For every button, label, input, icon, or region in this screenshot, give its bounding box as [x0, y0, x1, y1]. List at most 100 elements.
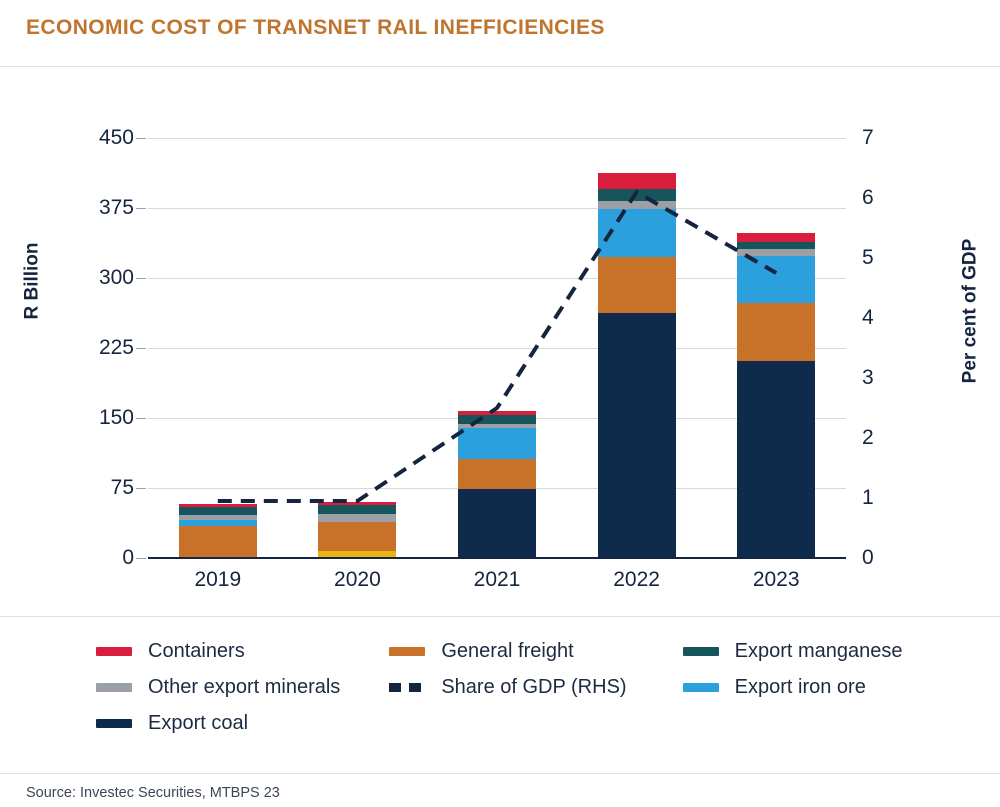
gdp-line-path [217, 189, 778, 503]
bar-segment[interactable] [458, 459, 536, 489]
bar-group-2021[interactable] [458, 138, 536, 558]
divider-legend [0, 616, 1000, 617]
left-axis-tick-label: 300 [98, 266, 134, 289]
legend-item-label: Export coal [148, 712, 249, 734]
right-axis-tick-label: 4 [862, 306, 874, 329]
left-axis-tick-mark [136, 278, 146, 279]
bar-segment[interactable] [458, 488, 536, 558]
right-axis-tick-label: 6 [862, 186, 874, 209]
bar-segment[interactable] [737, 255, 816, 304]
left-axis-tick-label: 150 [98, 406, 134, 429]
left-axis-tick-mark [136, 138, 146, 139]
divider-source [0, 773, 1000, 774]
right-axis-tick-label: 7 [862, 126, 874, 149]
legend-item-containers[interactable]: Containers [96, 640, 389, 663]
source-note: Source: Investec Securities, MTBPS 23 [26, 785, 280, 801]
legend-color-swatch-icon [96, 683, 132, 692]
bar-segment[interactable] [178, 526, 257, 558]
left-axis-tick-label: 375 [98, 196, 134, 219]
legend-row: Export coal [96, 712, 976, 735]
bar-group-2020[interactable] [318, 138, 397, 558]
left-axis-tick-label: 225 [98, 336, 134, 359]
legend-color-swatch-icon [682, 683, 719, 692]
right-axis-labels: 0 1 2 3 4 5 6 7 [862, 0, 902, 807]
bar-segment[interactable] [458, 411, 536, 416]
right-axis-tick-label: 0 [862, 546, 874, 569]
x-axis-line [148, 557, 846, 559]
gridline [148, 278, 846, 279]
bar-group-2023[interactable] [737, 138, 816, 558]
right-axis-tick-label: 3 [862, 366, 874, 389]
bar-segment[interactable] [737, 303, 816, 362]
legend-row: Other export minerals Share of GDP (RHS) E… [96, 676, 976, 699]
divider-top [0, 66, 1000, 67]
x-axis-tick-label: 2023 [752, 568, 800, 591]
bar-segment[interactable] [458, 415, 536, 424]
gdp-line-series [217, 189, 778, 503]
gridline [148, 348, 846, 349]
left-axis-tick-mark [136, 208, 146, 209]
bar-segment[interactable] [597, 172, 676, 190]
left-axis-title: R Billion [21, 242, 43, 320]
legend-item-export-iron-ore[interactable]: Export iron ore [682, 676, 976, 699]
bar-segment[interactable] [318, 502, 397, 505]
bar-segment[interactable] [178, 503, 257, 507]
x-axis-tick-label: 2020 [334, 568, 381, 591]
bar-segment[interactable] [318, 521, 397, 552]
bar-segment[interactable] [737, 241, 816, 250]
left-axis-tick-mark [136, 348, 146, 349]
left-axis-tick-label: 0 [122, 546, 134, 569]
bar-segment[interactable] [318, 551, 397, 558]
legend-item-other-export-minerals[interactable]: Other export minerals [96, 676, 389, 699]
bar-segment[interactable] [597, 200, 676, 209]
legend-row: Containers General freight Export manganes… [96, 640, 976, 663]
bar-segment[interactable] [318, 514, 397, 522]
bar-segment[interactable] [458, 428, 536, 460]
x-axis-tick-label: 2019 [194, 568, 242, 591]
legend-item-label: Export iron ore [734, 676, 866, 698]
right-axis-tick-label: 5 [862, 246, 874, 269]
legend-item-gdp-line[interactable]: Share of GDP (RHS) [389, 676, 682, 699]
legend-dash-swatch-icon [389, 683, 426, 692]
legend-color-swatch-icon [389, 647, 426, 656]
bar-segment[interactable] [597, 256, 676, 314]
x-axis-tick-label: 2021 [473, 568, 521, 591]
legend-item-label: Containers [148, 640, 245, 662]
page-title: ECONOMIC COST OF TRANSNET RAIL INEFFICIE… [26, 16, 605, 39]
left-axis-tick-mark [136, 558, 146, 559]
left-axis-tick-label: 450 [98, 126, 134, 149]
left-axis-tick-mark [136, 418, 146, 419]
legend-item-label: Export manganese [734, 640, 903, 662]
left-axis-labels: 0 75 150 225 300 375 450 [62, 0, 134, 807]
gridline [148, 138, 846, 139]
legend-item-label: General freight [441, 640, 574, 662]
gridline [148, 208, 846, 209]
legend-item-label: Share of GDP (RHS) [441, 676, 627, 698]
legend-color-swatch-icon [96, 719, 132, 728]
legend-item-general-freight[interactable]: General freight [389, 640, 682, 663]
legend-item-export-coal[interactable]: Export coal [96, 712, 396, 735]
left-axis-tick-mark [136, 488, 146, 489]
bar-segment[interactable] [178, 506, 257, 516]
plot-area [148, 138, 846, 558]
bar-segment[interactable] [458, 423, 536, 429]
bar-segment[interactable] [318, 504, 397, 515]
left-axis-tick-label: 75 [110, 476, 134, 499]
bar-segment[interactable] [737, 233, 816, 242]
bar-group-2022[interactable] [597, 138, 676, 558]
bar-segment[interactable] [597, 313, 676, 558]
chart-legend: Containers General freight Export manganes… [96, 640, 976, 748]
bar-segment[interactable] [178, 519, 257, 527]
legend-color-swatch-icon [682, 647, 719, 656]
bar-segment[interactable] [178, 515, 257, 520]
bar-segment[interactable] [737, 361, 816, 558]
legend-item-label: Other export minerals [148, 676, 341, 698]
bar-segment[interactable] [737, 249, 816, 256]
right-axis-tick-label: 1 [862, 486, 874, 509]
right-axis-title: Per cent of GDP [959, 238, 981, 384]
right-axis-tick-label: 2 [862, 426, 874, 449]
bar-group-2019[interactable] [178, 138, 257, 558]
x-axis-tick-label: 2022 [613, 568, 660, 591]
legend-color-swatch-icon [96, 647, 132, 656]
legend-item-export-manganese[interactable]: Export manganese [682, 640, 976, 663]
